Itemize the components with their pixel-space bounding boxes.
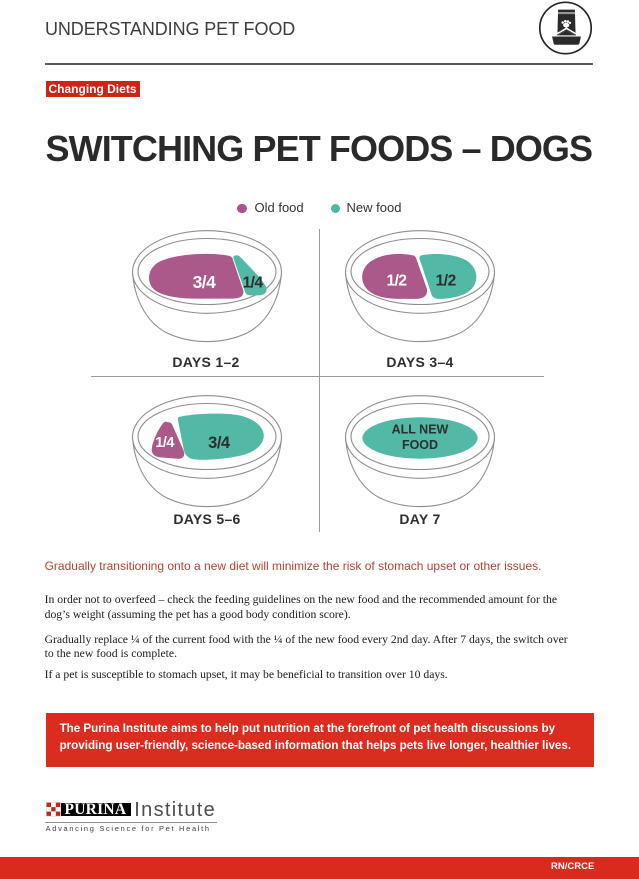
svg-text:1/4: 1/4 — [243, 275, 264, 292]
svg-text:3/4: 3/4 — [208, 434, 231, 452]
svg-text:FOOD: FOOD — [402, 438, 438, 452]
svg-text:1/4: 1/4 — [155, 435, 174, 451]
svg-text:ALL NEW: ALL NEW — [392, 423, 449, 437]
svg-text:3/4: 3/4 — [193, 272, 217, 292]
svg-text:1/2: 1/2 — [436, 272, 456, 289]
svg-text:1/2: 1/2 — [386, 272, 406, 289]
